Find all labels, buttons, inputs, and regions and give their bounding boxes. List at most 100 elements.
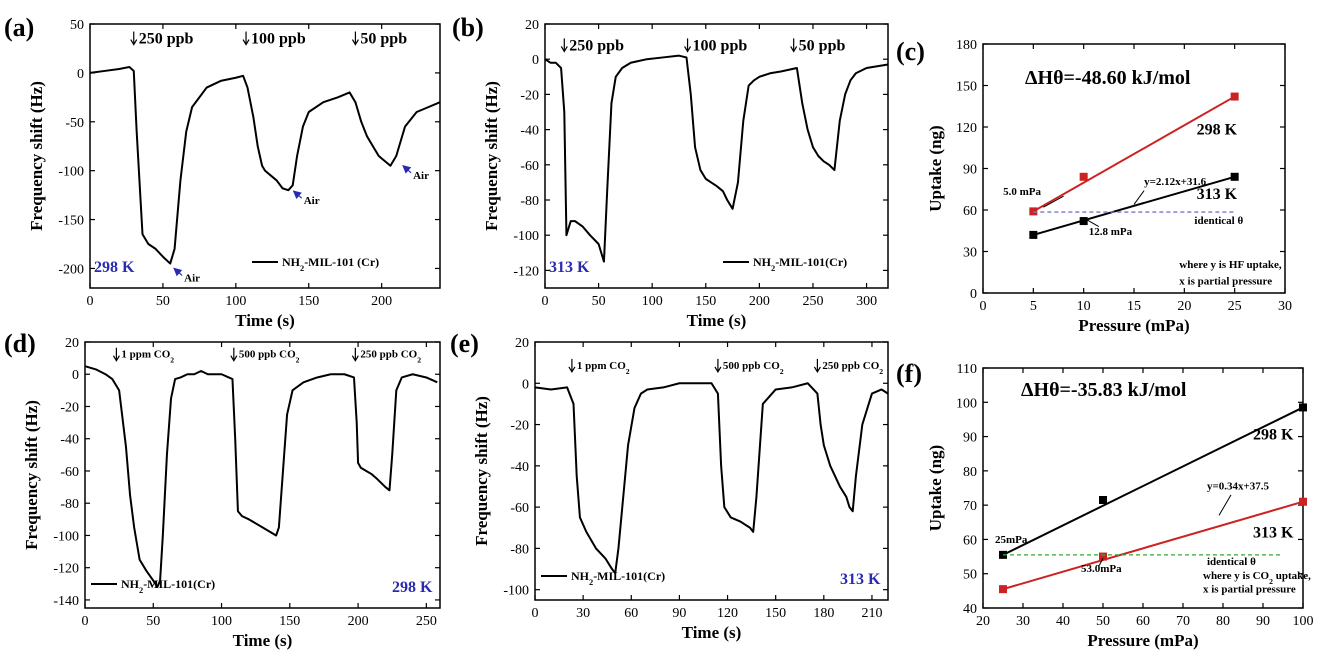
x-tick-label: 20 — [976, 614, 990, 629]
data-point — [1299, 497, 1307, 506]
y-tick-label: 100 — [956, 396, 977, 411]
y-tick-label: 90 — [963, 431, 977, 446]
event-arrowhead — [351, 39, 359, 46]
y-tick-label: 0 — [72, 368, 79, 383]
data-point — [1029, 207, 1038, 216]
annotation: y=2.12x+31.6 — [1144, 176, 1207, 188]
air-label: Air — [304, 195, 320, 207]
subscript-2: 2 — [296, 355, 300, 364]
y-tick-label: 30 — [963, 246, 977, 261]
x-tick-label: 5 — [1030, 299, 1037, 314]
event-label: 250 ppb CO2 — [822, 360, 883, 376]
x-tick-label: 10 — [1077, 299, 1091, 314]
air-arrow — [173, 267, 183, 277]
fit-line — [1002, 500, 1304, 591]
annotation: y=0.34x+37.5 — [1207, 481, 1270, 493]
panel-label: (b) — [452, 13, 484, 42]
legend-label: NH2-MIL-101(Cr) — [753, 255, 847, 273]
data-point — [1029, 230, 1038, 239]
plot-frame — [84, 341, 441, 609]
pointer-line — [1218, 494, 1232, 516]
data-point — [1099, 496, 1107, 504]
panel-a: 0 50 100 150 200 50 0 -50 -100 -150 -200 Time (s) Fr… — [4, 13, 441, 330]
y-tick-label: -100 — [513, 229, 539, 244]
y-tick-label: 70 — [963, 499, 977, 514]
x-tick-label: 100 — [211, 614, 232, 629]
y-axis-title: Uptake (ng) — [926, 445, 945, 531]
y-tick-label: -100 — [58, 165, 84, 180]
x-tick-label: 150 — [765, 606, 786, 621]
y-tick-label: -140 — [53, 594, 79, 609]
x-tick-label: 30 — [1016, 614, 1030, 629]
x-tick-label: 40 — [1056, 614, 1070, 629]
y-tick-label: -200 — [58, 262, 84, 277]
x-tick-label: 0 — [980, 299, 987, 314]
y-tick-label: 0 — [970, 287, 977, 302]
y-tick-label: -50 — [65, 116, 84, 131]
event-arrowhead — [813, 366, 821, 374]
y-tick-label: 110 — [957, 362, 977, 377]
x-tick-label: 15 — [1127, 299, 1141, 314]
x-tick-label: 100 — [1293, 614, 1314, 629]
y-tick-label: 40 — [963, 602, 977, 617]
y-tick-label: 80 — [963, 465, 977, 480]
y-tick-label: 180 — [956, 38, 977, 53]
series-line — [544, 54, 889, 263]
x-tick-label: 100 — [225, 294, 246, 309]
event-arrowhead — [684, 46, 692, 53]
x-tick-label: 60 — [624, 606, 638, 621]
y-tick-label: -60 — [60, 465, 79, 480]
y-tick-label: 60 — [963, 204, 977, 219]
x-tick-label: 60 — [1136, 614, 1150, 629]
x-axis-title: Time (s) — [687, 311, 747, 330]
x-tick-label: 200 — [348, 614, 369, 629]
x-tick-label: 0 — [532, 606, 539, 621]
x-tick-label: 0 — [82, 614, 89, 629]
legend-label: NH2-MIL-101(Cr) — [121, 577, 215, 595]
annotation: identical θ — [1207, 556, 1256, 568]
y-tick-label: 50 — [963, 568, 977, 583]
y-tick-label: -20 — [520, 88, 539, 103]
series-line — [89, 66, 441, 265]
x-tick-label: 0 — [542, 294, 549, 309]
subscript-2: 2 — [1269, 576, 1273, 585]
fit-line — [1032, 95, 1236, 213]
x-tick-label: 30 — [576, 606, 590, 621]
x-axis-title: Time (s) — [682, 623, 742, 642]
event-arrowhead — [714, 366, 722, 374]
y-tick-label: -100 — [503, 584, 529, 599]
x-tick-label: 90 — [1256, 614, 1270, 629]
event-arrowhead — [351, 355, 359, 362]
temperature-label: 298 K — [392, 579, 433, 596]
enthalpy-label: ΔHθ=-48.60 kJ/mol — [1025, 67, 1191, 89]
x-axis-title: Time (s) — [233, 631, 293, 650]
event-label: 100 ppb — [251, 31, 306, 48]
x-tick-label: 100 — [642, 294, 663, 309]
event-arrowhead — [230, 355, 238, 362]
series-label: 298 K — [1197, 122, 1238, 139]
x-tick-label: 120 — [717, 606, 738, 621]
x-tick-label: 25 — [1228, 299, 1242, 314]
y-tick-label: 120 — [956, 121, 977, 136]
x-tick-label: 0 — [87, 294, 94, 309]
y-axis-title: Frequency shift (Hz) — [472, 396, 491, 546]
annotation: 5.0 mPa — [1003, 186, 1041, 198]
event-arrowhead — [130, 39, 138, 46]
fit-line — [1002, 406, 1304, 556]
annotation: x is partial pressure — [1203, 584, 1296, 596]
x-tick-label: 150 — [298, 294, 319, 309]
data-point — [1099, 552, 1107, 561]
x-tick-label: 70 — [1176, 614, 1190, 629]
x-tick-label: 300 — [856, 294, 877, 309]
pointer-line — [1043, 195, 1064, 208]
x-tick-label: 200 — [749, 294, 770, 309]
legend-label: NH2-MIL-101 (Cr) — [282, 255, 379, 273]
y-tick-label: -20 — [60, 400, 79, 415]
y-tick-label: 0 — [532, 53, 539, 68]
x-tick-label: 90 — [672, 606, 686, 621]
annotation: where y is CO2 uptake, — [1203, 570, 1311, 586]
air-label: Air — [184, 272, 200, 284]
data-point — [1299, 403, 1307, 412]
subscript-2: 2 — [170, 355, 174, 364]
subscript-2: 2 — [139, 586, 143, 595]
